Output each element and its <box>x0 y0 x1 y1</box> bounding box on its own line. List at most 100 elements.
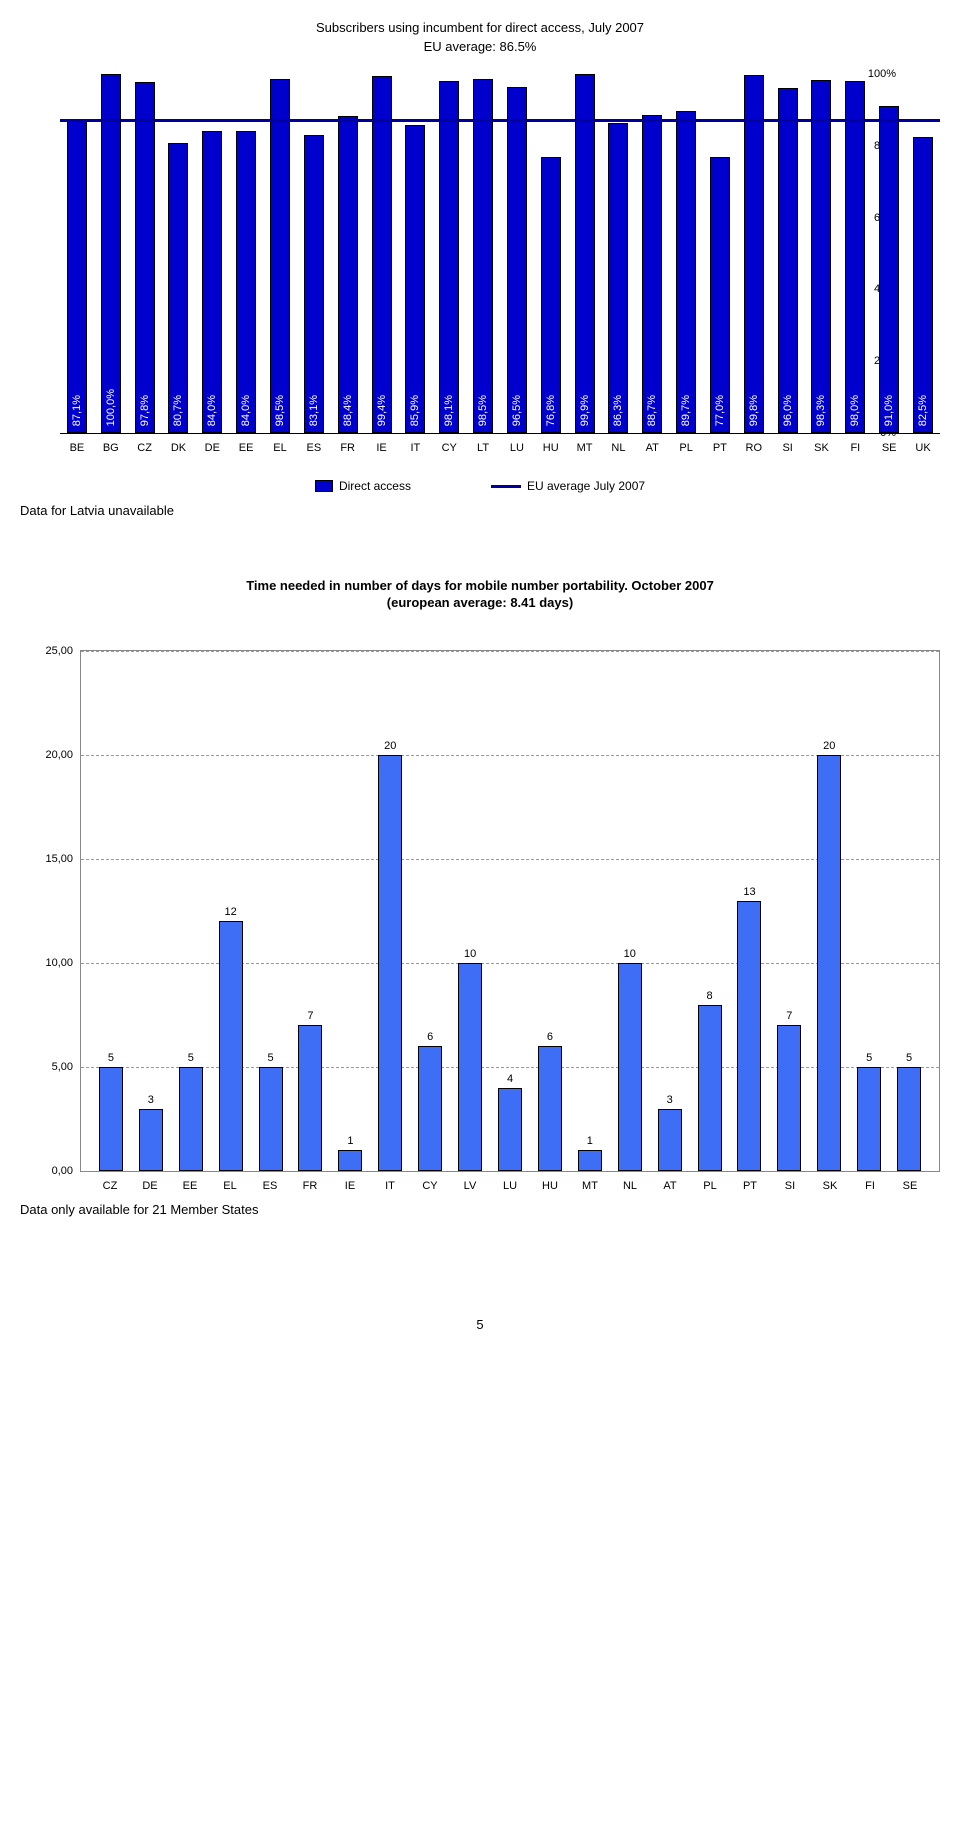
chart1-bar-value: 99,9% <box>579 395 591 426</box>
chart1-bar: 96,5% <box>507 87 527 433</box>
chart2-bar-value: 10 <box>624 948 636 960</box>
chart2-barcol: 20 <box>370 651 410 1171</box>
chart2-bar: 20 <box>378 755 402 1171</box>
chart2-xtick: SE <box>890 1172 930 1192</box>
chart1-barcol: 99,9% <box>568 74 602 433</box>
chart2-xtick: CY <box>410 1172 450 1192</box>
chart2-bar: 5 <box>179 1067 203 1171</box>
chart1-barcol: 98,1% <box>432 74 466 433</box>
chart1-bar-value: 88,4% <box>342 395 354 426</box>
chart2-xtick: FR <box>290 1172 330 1192</box>
chart2-bar: 20 <box>817 755 841 1171</box>
chart2-xtick: FI <box>850 1172 890 1192</box>
chart2-barcol: 3 <box>131 651 171 1171</box>
chart2-bar-value: 6 <box>547 1031 553 1043</box>
chart2-barcol: 7 <box>291 651 331 1171</box>
chart2-bar: 5 <box>857 1067 881 1171</box>
chart2-bar: 7 <box>298 1025 322 1171</box>
chart2-container: Average number of days 0,005,0010,0015,0… <box>80 650 940 1172</box>
chart2-plot: 0,005,0010,0015,0020,0025,00535125712061… <box>81 651 939 1171</box>
chart1-xtick: AT <box>635 434 669 454</box>
chart2-xaxis: CZDEEEELESFRIEITCYLVLUHUMTNLATPLPTSISKFI… <box>80 1172 940 1192</box>
chart1-bar: 89,7% <box>676 111 696 433</box>
chart1-xtick: FR <box>331 434 365 454</box>
chart1-xtick: PL <box>669 434 703 454</box>
chart2-barcol: 5 <box>91 651 131 1171</box>
chart1-xaxis: BEBGCZDKDEEEELESFRIEITCYLTLUHUMTNLATPLPT… <box>60 434 940 454</box>
chart1-legend-bar: Direct access <box>315 479 411 493</box>
chart1-bar-value: 80,7% <box>172 395 184 426</box>
chart1-bar-value: 76,8% <box>545 395 557 426</box>
chart2-bar-value: 4 <box>507 1073 513 1085</box>
chart1-barcol: 87,1% <box>60 74 94 433</box>
chart1-bar-value: 99,8% <box>748 395 760 426</box>
chart1-bar: 91,0% <box>879 106 899 433</box>
chart2-barcol: 1 <box>570 651 610 1171</box>
legend-line-icon <box>491 485 521 488</box>
chart1-barcol: 85,9% <box>398 74 432 433</box>
chart1-bar-value: 86,3% <box>612 395 624 426</box>
chart1-bar: 80,7% <box>168 143 188 433</box>
chart1-bar: 77,0% <box>710 157 730 433</box>
chart1-bar: 98,5% <box>473 79 493 433</box>
chart2-xtick: MT <box>570 1172 610 1192</box>
chart1-bar-value: 77,0% <box>714 395 726 426</box>
chart2-bar-value: 5 <box>268 1052 274 1064</box>
chart1-bar: 82,5% <box>913 137 933 433</box>
chart1-barcol: 89,7% <box>669 74 703 433</box>
chart2-bar: 3 <box>139 1109 163 1171</box>
chart1-bar-value: 97,8% <box>139 395 151 426</box>
chart1-bar-value: 83,1% <box>308 395 320 426</box>
chart1-bar: 96,0% <box>778 88 798 433</box>
chart2-bar-value: 5 <box>108 1052 114 1064</box>
chart2-bar-value: 3 <box>148 1094 154 1106</box>
chart2-note: Data only available for 21 Member States <box>20 1202 940 1217</box>
chart2-barcol: 5 <box>171 651 211 1171</box>
chart2-bar-value: 20 <box>823 740 835 752</box>
chart1-bar: 99,8% <box>744 75 764 433</box>
chart2-ytick: 10,00 <box>45 957 73 969</box>
chart1-xtick: ES <box>297 434 331 454</box>
chart2-barcol: 6 <box>410 651 450 1171</box>
chart1-barcol: 83,1% <box>297 74 331 433</box>
chart2-bar: 7 <box>777 1025 801 1171</box>
chart2-barcol: 8 <box>690 651 730 1171</box>
chart1-xtick: BE <box>60 434 94 454</box>
chart2-xtick: PL <box>690 1172 730 1192</box>
chart1-xtick: BG <box>94 434 128 454</box>
chart2-bar-value: 5 <box>188 1052 194 1064</box>
chart2-barcol: 12 <box>211 651 251 1171</box>
chart1-bar-value: 98,1% <box>443 395 455 426</box>
chart1-xtick: UK <box>906 434 940 454</box>
chart2-bars: 535125712061046110381372055 <box>91 651 929 1171</box>
chart2-bar: 5 <box>259 1067 283 1171</box>
chart2-bar: 1 <box>338 1150 362 1171</box>
chart2-bar-value: 20 <box>384 740 396 752</box>
chart2-bar: 8 <box>698 1005 722 1171</box>
chart1-bar: 100,0% <box>101 74 121 433</box>
chart2-barcol: 1 <box>330 651 370 1171</box>
chart2-bar-value: 7 <box>307 1010 313 1022</box>
chart2-bar-value: 8 <box>706 990 712 1002</box>
chart2-xtick: IE <box>330 1172 370 1192</box>
chart2-bar: 13 <box>737 901 761 1171</box>
chart1-barcol: 80,7% <box>162 74 196 433</box>
chart1-barcol: 96,5% <box>500 74 534 433</box>
chart1-bar-value: 85,9% <box>409 395 421 426</box>
chart2-bar-value: 12 <box>225 906 237 918</box>
chart1-barcol: 76,8% <box>534 74 568 433</box>
chart2-xtick: EE <box>170 1172 210 1192</box>
chart2-title: Time needed in number of days for mobile… <box>20 578 940 593</box>
chart2-bar-value: 6 <box>427 1031 433 1043</box>
chart1-barcol: 98,0% <box>838 74 872 433</box>
chart1-barcol: 91,0% <box>872 74 906 433</box>
chart2-bar: 5 <box>897 1067 921 1171</box>
chart1-title: Subscribers using incumbent for direct a… <box>20 20 940 35</box>
chart1-bar: 99,4% <box>372 76 392 433</box>
chart2-section: Time needed in number of days for mobile… <box>20 578 940 1217</box>
chart2-barcol: 3 <box>650 651 690 1171</box>
chart2-bar-value: 10 <box>464 948 476 960</box>
chart2-subtitle: (european average: 8.41 days) <box>20 595 940 610</box>
chart2-barcol: 7 <box>769 651 809 1171</box>
chart2-bar: 6 <box>538 1046 562 1171</box>
